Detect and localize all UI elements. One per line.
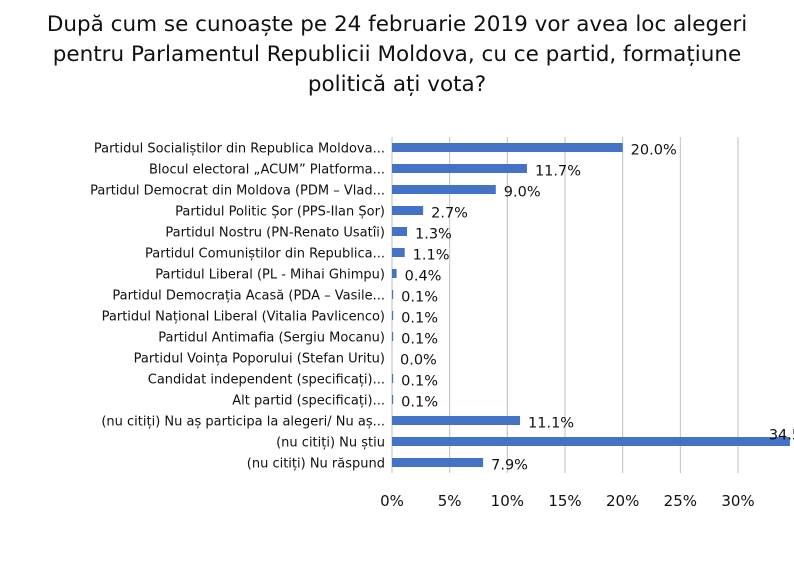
data-label: 34.5% [769, 428, 794, 444]
category-label: Partidul Democrat din Moldova (PDM – Vla… [90, 184, 385, 199]
bar [392, 311, 394, 320]
x-tick-label: 10% [491, 492, 524, 510]
data-label: 0.1% [401, 311, 438, 327]
category-label: Candidat independent (specificați)... [148, 373, 385, 388]
bar [392, 416, 521, 425]
data-label: 1.1% [413, 248, 450, 264]
category-label: (nu citiți) Nu răspund [247, 457, 385, 472]
x-axis-ticks: 0% 5% 10% 15% 20% 25% 30% [380, 492, 755, 510]
data-label: 0.1% [401, 395, 438, 411]
category-label: Partidul Antimafia (Sergiu Mocanu) [158, 331, 385, 346]
data-label: 0.1% [401, 290, 438, 306]
data-labels: 20.0% 11.7% 9.0% 2.7% 1.3% 1.1% 0.4% 0.1% 0.1% 0.… [400, 143, 794, 474]
category-label: Alt partid (specificați)... [232, 394, 385, 409]
bars [392, 143, 790, 467]
category-label: Partidul Democrația Acasă (PDA – Vasile.… [112, 289, 385, 304]
x-tick-label: 25% [664, 492, 697, 510]
bar [392, 248, 405, 257]
category-label: Partidul Socialiștilor din Republica Mol… [94, 142, 385, 157]
bar [392, 437, 790, 446]
bar [392, 269, 397, 278]
bar [392, 143, 623, 152]
category-label: (nu citiți) Nu știu [276, 436, 385, 451]
category-label: Partidul Politic Șor (PPS-Ilan Șor) [175, 205, 385, 220]
data-label: 9.0% [504, 185, 541, 201]
bar [392, 395, 394, 404]
x-tick-label: 15% [548, 492, 581, 510]
category-label: (nu citiți) Nu aș participa la alegeri/ … [101, 415, 385, 430]
data-label: 1.3% [415, 227, 452, 243]
category-label: Partidul Național Liberal (Vitalia Pavli… [102, 310, 385, 325]
bar [392, 206, 424, 215]
x-tick-label: 30% [721, 492, 754, 510]
category-label: Partidul Voința Poporului (Stefan Uritu) [134, 352, 385, 367]
category-label: Partidul Nostru (PN-Renato Usatîi) [165, 226, 385, 241]
category-label: Partidul Liberal (PL - Mihai Ghimpu) [155, 268, 385, 283]
bar [392, 185, 496, 194]
chart-title: După cum se cunoaște pe 24 februarie 201… [46, 12, 748, 97]
category-label: Partidul Comuniștilor din Republica... [145, 247, 385, 262]
data-label: 2.7% [431, 206, 468, 222]
bar [392, 374, 394, 383]
x-tick-label: 0% [380, 492, 404, 510]
bar [392, 290, 394, 299]
data-label: 7.9% [491, 458, 528, 474]
bar [392, 227, 407, 236]
category-labels: Partidul Socialiștilor din Republica Mol… [90, 142, 385, 472]
bar [392, 458, 484, 467]
category-label: Blocul electoral „ACUM” Platforma... [149, 163, 385, 178]
bar [392, 332, 394, 341]
bar [392, 164, 527, 173]
x-tick-label: 20% [606, 492, 639, 510]
data-label: 11.1% [528, 416, 574, 432]
data-label: 0.0% [400, 353, 437, 369]
x-tick-label: 5% [438, 492, 462, 510]
data-label: 0.1% [401, 374, 438, 390]
data-label: 0.1% [401, 332, 438, 348]
data-label: 0.4% [405, 269, 442, 285]
data-label: 20.0% [631, 143, 677, 159]
data-label: 11.7% [535, 164, 581, 180]
